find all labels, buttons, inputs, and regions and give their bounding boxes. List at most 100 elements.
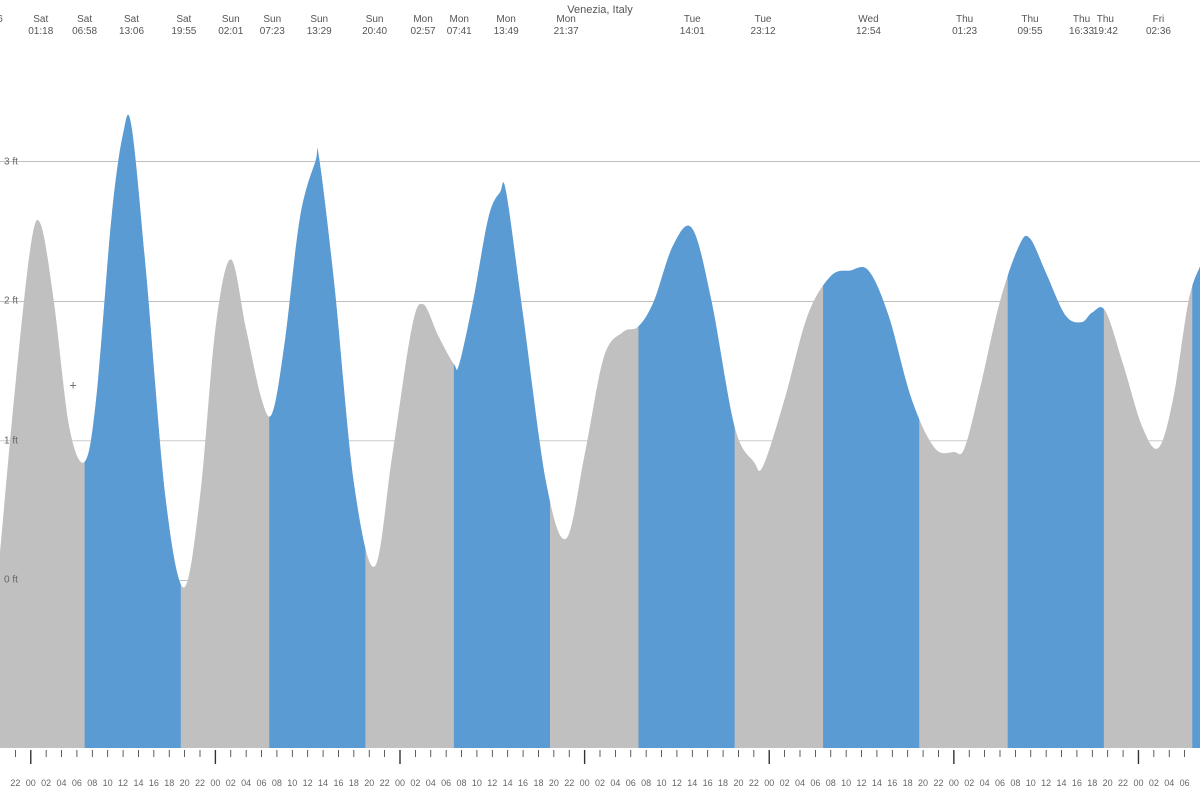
x-tick-label: 00 — [949, 778, 959, 788]
x-tick-label: 22 — [380, 778, 390, 788]
x-tick-label: 08 — [272, 778, 282, 788]
x-tick-label: 20 — [733, 778, 743, 788]
x-tick-label: 16 — [518, 778, 528, 788]
x-tick-label: 22 — [749, 778, 759, 788]
x-tick-label: 10 — [103, 778, 113, 788]
x-tick-label: 02 — [41, 778, 51, 788]
tide-event-label: Mon21:37 — [554, 14, 579, 38]
tide-event-label: Sun13:29 — [307, 14, 332, 38]
x-tick-label: 20 — [1103, 778, 1113, 788]
x-tick-label: 08 — [87, 778, 97, 788]
tide-event-label: Sat13:06 — [119, 14, 144, 38]
x-tick-label: 00 — [395, 778, 405, 788]
x-tick-label: 18 — [1087, 778, 1097, 788]
x-tick-label: 20 — [918, 778, 928, 788]
x-tick-label: 06 — [441, 778, 451, 788]
x-tick-label: 06 — [72, 778, 82, 788]
tide-event-label: Sat19:55 — [171, 14, 196, 38]
y-tick-label: 2 ft — [4, 296, 18, 307]
x-tick-label: 02 — [1149, 778, 1159, 788]
x-tick-label: 02 — [410, 778, 420, 788]
tide-event-label: Mon02:57 — [411, 14, 436, 38]
tide-event-label: Thu09:55 — [1017, 14, 1042, 38]
x-tick-label: 18 — [164, 778, 174, 788]
x-tick-label: 10 — [1026, 778, 1036, 788]
x-tick-label: 02 — [780, 778, 790, 788]
tide-event-label: Tue23:12 — [751, 14, 776, 38]
x-tick-label: 06 — [257, 778, 267, 788]
cross-marker: + — [69, 378, 76, 392]
x-tick-label: 08 — [1010, 778, 1020, 788]
x-tick-label: 02 — [226, 778, 236, 788]
x-tick-label: 04 — [610, 778, 620, 788]
x-tick-label: 00 — [764, 778, 774, 788]
y-tick-label: 1 ft — [4, 435, 18, 446]
x-tick-label: 14 — [687, 778, 697, 788]
x-tick-label: 00 — [1133, 778, 1143, 788]
tide-event-label: Thu16:33 — [1069, 14, 1094, 38]
x-tick-label: 00 — [580, 778, 590, 788]
x-tick-label: 04 — [426, 778, 436, 788]
y-tick-label: 0 ft — [4, 575, 18, 586]
x-tick-label: 22 — [933, 778, 943, 788]
plot-area: 0 ft 1 ft 2 ft 3 ft + — [0, 50, 1200, 770]
x-tick-label: 22 — [10, 778, 20, 788]
top-tide-time-labels: 6Sat01:18Sat06:58Sat13:06Sat19:55Sun02:0… — [0, 14, 1200, 44]
x-tick-label: 18 — [718, 778, 728, 788]
x-tick-label: 08 — [826, 778, 836, 788]
tide-event-label: Wed12:54 — [856, 14, 881, 38]
x-tick-label: 18 — [349, 778, 359, 788]
x-tick-label: 12 — [487, 778, 497, 788]
x-axis-tick-labels: 22 00 02 04 06 08 10 12 14 16 18 20 22 00 02 04 06 08 10 12… — [0, 778, 1200, 792]
x-tick-label: 06 — [1180, 778, 1190, 788]
x-tick-label: 20 — [180, 778, 190, 788]
x-tick-label: 10 — [841, 778, 851, 788]
y-tick-label: 3 ft — [4, 156, 18, 167]
x-tick-label: 12 — [303, 778, 313, 788]
tide-event-label: Mon07:41 — [447, 14, 472, 38]
tide-event-label: Sat01:18 — [28, 14, 53, 38]
x-tick-label: 16 — [703, 778, 713, 788]
x-tick-label: 16 — [887, 778, 897, 788]
x-tick-label: 12 — [857, 778, 867, 788]
x-tick-label: 18 — [533, 778, 543, 788]
x-tick-label: 16 — [149, 778, 159, 788]
x-tick-label: 04 — [795, 778, 805, 788]
x-tick-label: 06 — [626, 778, 636, 788]
x-tick-label: 04 — [1164, 778, 1174, 788]
x-tick-label: 10 — [472, 778, 482, 788]
x-tick-label: 14 — [1057, 778, 1067, 788]
x-tick-label: 04 — [57, 778, 67, 788]
x-tick-label: 00 — [26, 778, 36, 788]
x-tick-label: 14 — [503, 778, 513, 788]
x-tick-label: 18 — [903, 778, 913, 788]
x-tick-label: 04 — [980, 778, 990, 788]
x-tick-label: 02 — [964, 778, 974, 788]
tide-event-label: Mon13:49 — [494, 14, 519, 38]
x-tick-label: 14 — [318, 778, 328, 788]
tide-chart: Venezia, Italy 6Sat01:18Sat06:58Sat13:06… — [0, 0, 1200, 800]
x-tick-label: 20 — [364, 778, 374, 788]
x-tick-label: 08 — [641, 778, 651, 788]
tide-event-label: 6 — [0, 14, 3, 26]
x-tick-label: 22 — [1118, 778, 1128, 788]
x-tick-label: 22 — [564, 778, 574, 788]
tide-area-svg — [0, 50, 1200, 770]
x-tick-label: 00 — [210, 778, 220, 788]
x-tick-label: 12 — [672, 778, 682, 788]
x-tick-label: 10 — [287, 778, 297, 788]
x-tick-label: 02 — [595, 778, 605, 788]
tide-event-label: Fri02:36 — [1146, 14, 1171, 38]
x-tick-label: 16 — [333, 778, 343, 788]
tide-event-label: Thu19:42 — [1093, 14, 1118, 38]
x-tick-label: 14 — [133, 778, 143, 788]
x-tick-label: 12 — [118, 778, 128, 788]
x-tick-label: 06 — [810, 778, 820, 788]
tide-event-label: Sun02:01 — [218, 14, 243, 38]
x-tick-label: 16 — [1072, 778, 1082, 788]
tide-event-label: Tue14:01 — [680, 14, 705, 38]
x-tick-label: 12 — [1041, 778, 1051, 788]
tide-event-label: Sun07:23 — [260, 14, 285, 38]
x-tick-label: 08 — [457, 778, 467, 788]
x-tick-label: 04 — [241, 778, 251, 788]
